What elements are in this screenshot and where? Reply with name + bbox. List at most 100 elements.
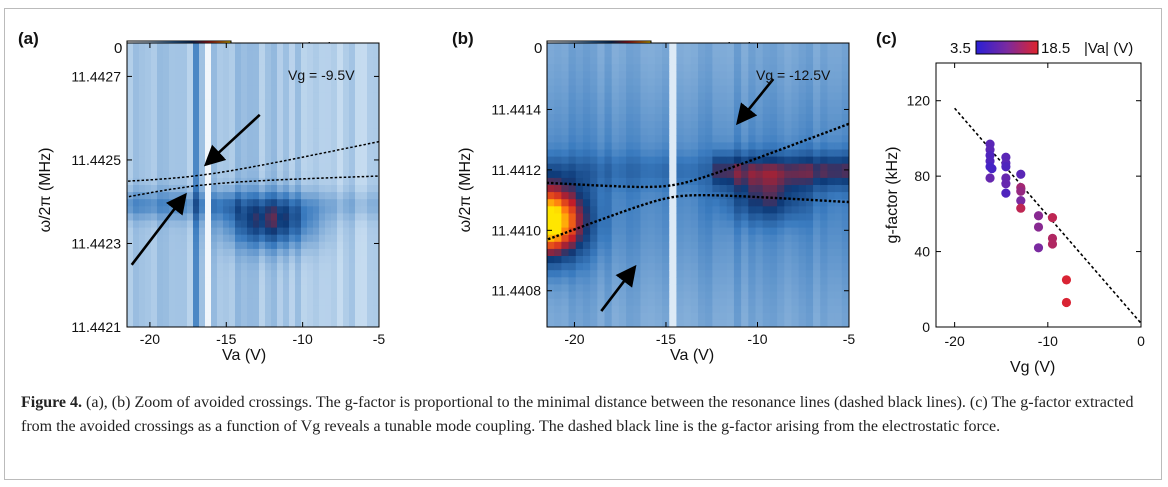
heatmap-cell	[733, 248, 742, 257]
heatmap-cell	[798, 71, 807, 80]
heatmap-cell	[654, 71, 663, 80]
heatmap-cell	[575, 43, 584, 51]
heatmap-cell	[229, 206, 236, 214]
heatmap-cell	[547, 163, 555, 172]
heatmap-cell	[307, 106, 314, 115]
heatmap-cell	[834, 241, 843, 250]
heatmap-cell	[229, 99, 236, 108]
heatmap-cell	[748, 220, 757, 229]
heatmap-cell	[319, 213, 326, 222]
heatmap-cell	[705, 206, 713, 214]
heatmap-cell	[181, 234, 188, 243]
heatmap-cell	[187, 57, 194, 65]
heatmap-cell	[139, 142, 146, 151]
heatmap-cell	[662, 106, 670, 115]
heatmap-cell	[349, 50, 356, 58]
heatmap-cell	[193, 142, 200, 151]
heatmap-cell	[777, 142, 785, 151]
heatmap-cell	[241, 121, 248, 129]
heatmap-cell	[331, 57, 338, 65]
heatmap-cell	[554, 256, 562, 264]
heatmap-cell	[554, 305, 562, 314]
heatmap-cell	[755, 248, 764, 257]
heatmap-cell	[235, 128, 242, 136]
heatmap-cell	[163, 135, 170, 143]
heatmap-cell	[698, 92, 706, 101]
heatmap-cell	[367, 156, 374, 165]
heatmap-cell	[223, 135, 230, 143]
heatmap-cell	[187, 256, 194, 264]
heatmap-cell	[361, 78, 368, 87]
heatmap-cell	[265, 227, 272, 236]
heatmap-cell	[618, 71, 627, 80]
heatmap-cell	[247, 220, 254, 229]
heatmap-cell	[319, 163, 326, 172]
heatmap-cell	[169, 213, 176, 222]
heatmap-cell	[253, 64, 260, 72]
heatmap-cell	[223, 99, 230, 108]
heatmap-cell	[741, 291, 749, 300]
heatmap-cell	[163, 142, 170, 151]
heatmap-cell	[748, 50, 757, 58]
heatmap-cell	[289, 71, 296, 80]
heatmap-cell	[145, 270, 152, 278]
heatmap-cell	[748, 305, 757, 314]
heatmap-cell	[633, 64, 642, 72]
heatmap-cell	[798, 177, 807, 186]
heatmap-cell	[325, 220, 332, 229]
heatmap-cell	[654, 206, 663, 214]
heatmap-cell	[313, 284, 320, 293]
heatmap-cell	[805, 128, 814, 136]
heatmap-cell	[554, 185, 562, 193]
heatmap-cell	[127, 256, 134, 264]
heatmap-cell	[568, 149, 577, 158]
heatmap-cell	[145, 227, 152, 236]
x-tick-label: -15	[656, 331, 676, 347]
heatmap-cell	[647, 241, 656, 250]
heatmap-cell	[235, 312, 242, 321]
heatmap-cell	[361, 99, 368, 108]
heatmap-cell	[633, 43, 642, 51]
heatmap-cell	[253, 106, 260, 115]
heatmap-cell	[265, 71, 272, 80]
heatmap-cell	[277, 298, 284, 307]
heatmap-cell	[618, 270, 627, 278]
heatmap-cell	[301, 50, 308, 58]
heatmap-cell	[319, 284, 326, 293]
heatmap-cell	[820, 114, 829, 122]
heatmap-cell	[791, 192, 800, 200]
heatmap-cell	[690, 206, 699, 214]
heatmap-cell	[253, 220, 260, 229]
heatmap-cell	[676, 220, 685, 229]
heatmap-cell	[193, 85, 200, 94]
heatmap-cell	[791, 71, 800, 80]
heatmap-cell	[319, 185, 326, 193]
heatmap-cell	[247, 213, 254, 222]
heatmap-cell	[205, 71, 212, 80]
heatmap-cell	[676, 298, 685, 307]
heatmap-cell	[277, 241, 284, 250]
heatmap-cell	[151, 206, 158, 214]
heatmap-cell	[361, 263, 368, 271]
heatmap-cell	[798, 149, 807, 158]
heatmap-cell	[163, 114, 170, 122]
heatmap-cell	[301, 206, 308, 214]
heatmap-cell	[367, 149, 374, 158]
heatmap-cell	[271, 305, 278, 314]
heatmap-cell	[597, 57, 606, 65]
heatmap-cell	[265, 270, 272, 278]
heatmap-cell	[205, 142, 212, 151]
heatmap-cell	[712, 163, 721, 172]
heatmap-cell	[769, 284, 778, 293]
heatmap-cell	[319, 270, 326, 278]
heatmap-cell	[217, 319, 224, 327]
heatmap-cell	[253, 43, 260, 51]
heatmap-cell	[813, 177, 821, 186]
heatmap-cell	[554, 99, 562, 108]
heatmap-cell	[726, 135, 735, 143]
heatmap-cell	[325, 284, 332, 293]
heatmap-cell	[151, 248, 158, 257]
heatmap-cell	[611, 270, 620, 278]
heatmap-cell	[654, 220, 663, 229]
heatmap-cell	[726, 128, 735, 136]
